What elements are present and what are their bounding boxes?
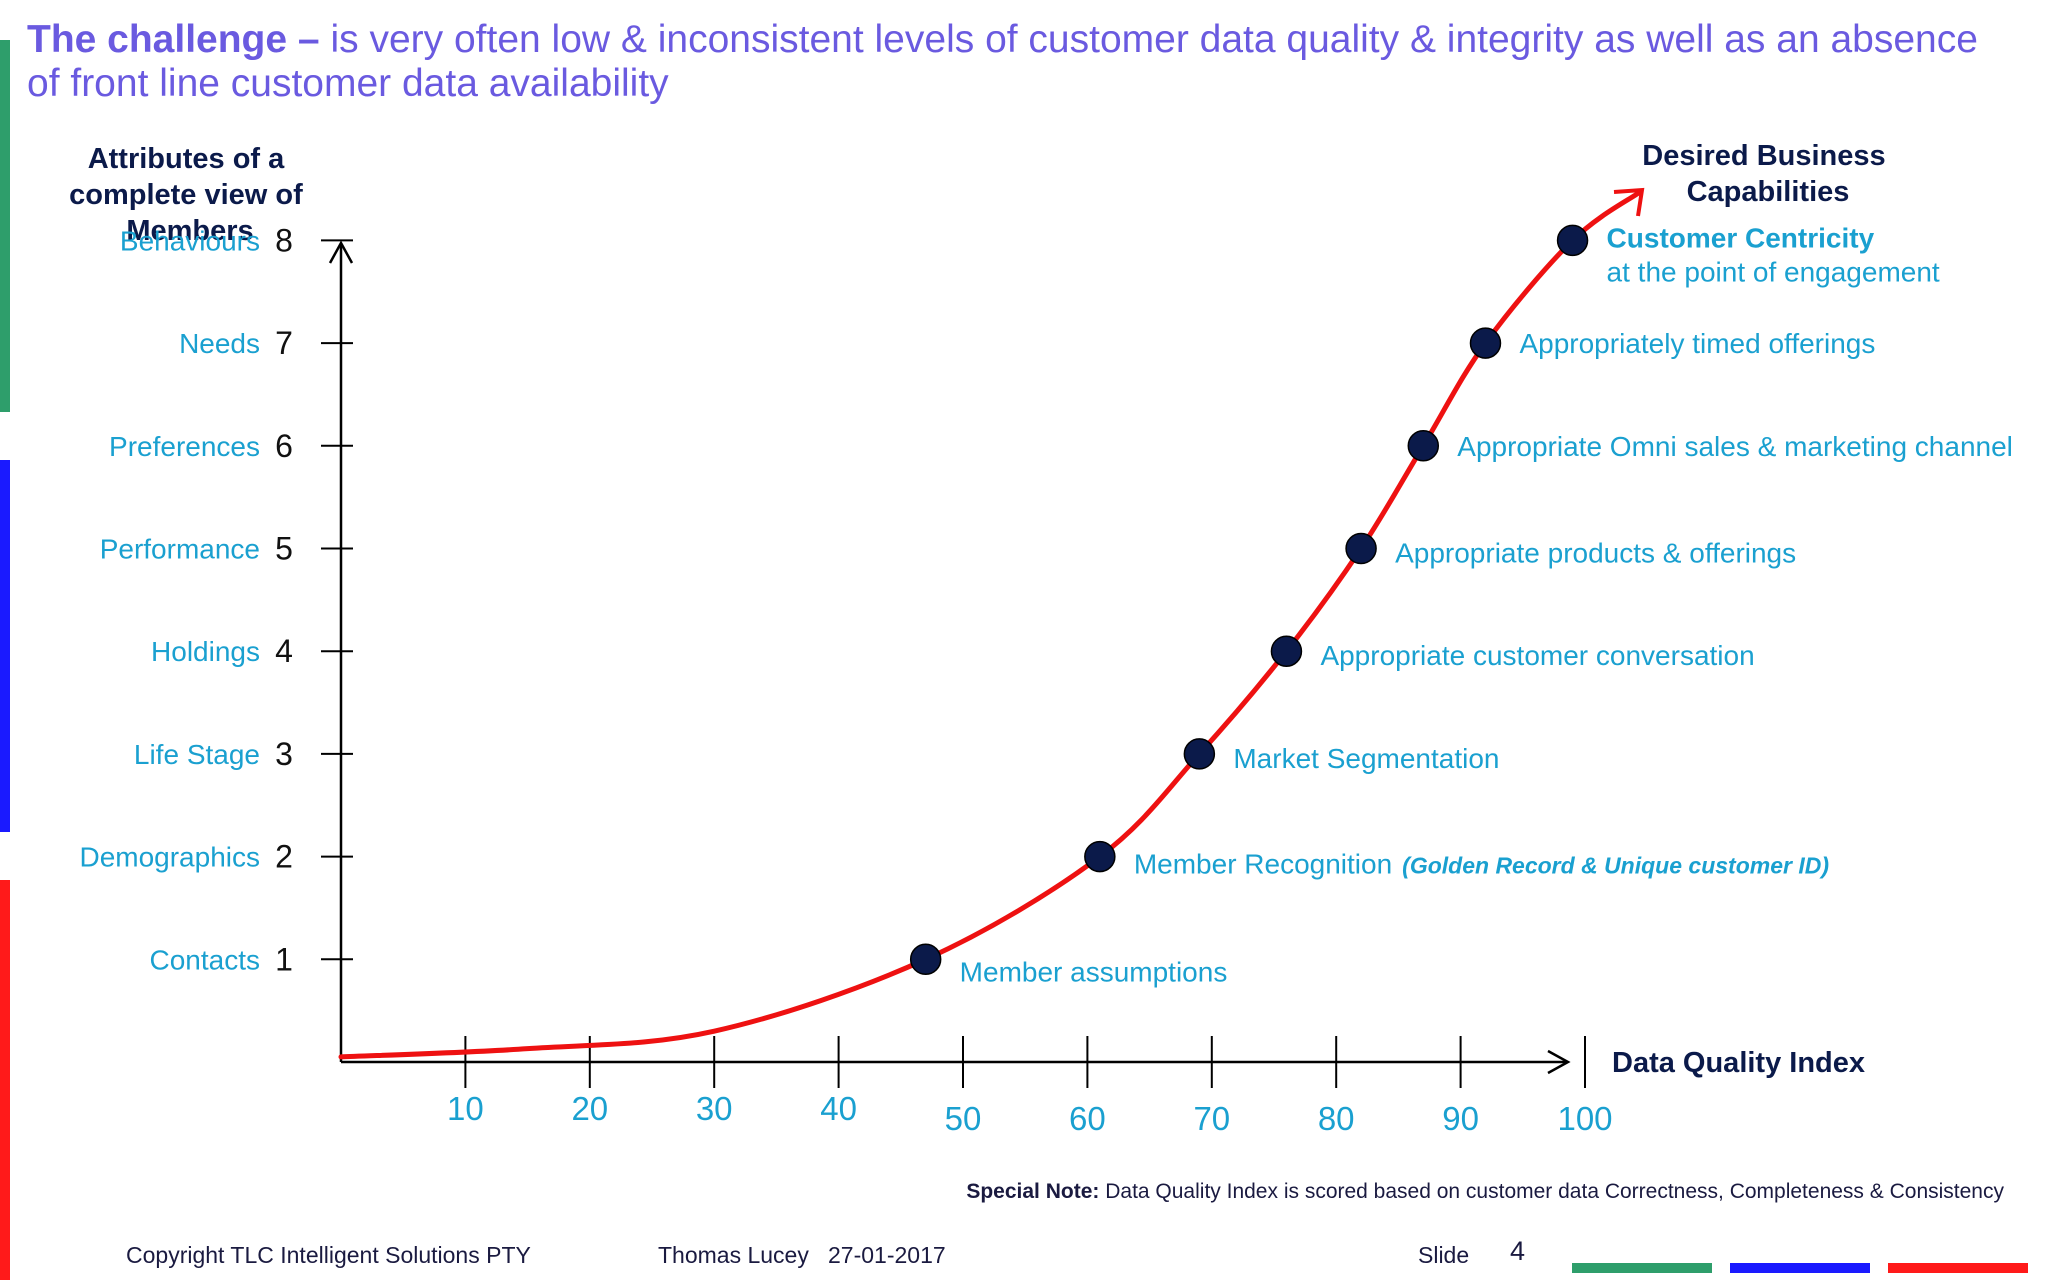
slide-title-text: is very often low & inconsistent levels … [27, 18, 1978, 105]
y-tick-name: Needs [179, 328, 260, 359]
point-label: Appropriate products & offerings [1395, 538, 1796, 569]
data-point [1556, 224, 1589, 257]
point-label: Appropriate Omni sales & marketing chann… [1457, 431, 2013, 462]
curve-arrow-head [1613, 187, 1645, 217]
ticks: 10 20 30 40 50 60 70 80 90 100 1 Contacts 2 Demograph… [79, 222, 1612, 1137]
y-tick-number: 6 [275, 428, 293, 464]
x-tick-label: 100 [1557, 1100, 1612, 1137]
data-point [1407, 430, 1440, 462]
axes [328, 240, 1571, 1075]
y-tick-name: Contacts [150, 944, 261, 975]
y-tick-number: 4 [275, 633, 293, 669]
footer-slide-label: Slide [1418, 1242, 1470, 1268]
y-tick-name: Demographics [79, 842, 260, 873]
y-tick-name: Behaviours [120, 225, 260, 256]
y-tick-number: 5 [275, 531, 293, 567]
footer-slide-number: 4 [1510, 1236, 1526, 1266]
y-tick-name: Life Stage [134, 739, 260, 770]
slide-title-lead: The challenge – [27, 18, 320, 61]
footer-author-date: Thomas Lucey 27-01-2017 [658, 1242, 946, 1268]
point-note: (Golden Record & Unique customer ID) [1402, 853, 1829, 879]
side-bar-green [0, 40, 10, 412]
x-tick-label: 30 [696, 1090, 733, 1127]
y-axis-title: Attributes of a complete view of Members [69, 143, 311, 247]
point-label: Market Segmentation [1233, 743, 1499, 774]
point-label: Member Recognition (Golden Record & Uniqu… [1134, 849, 1829, 880]
side-bar-red [0, 880, 10, 1280]
y-tick-number: 7 [275, 325, 293, 361]
y-tick-name: Performance [100, 534, 260, 565]
data-point [1345, 532, 1377, 565]
special-note-label: Special Note: [966, 1180, 1100, 1203]
quality-curve [338, 189, 1643, 1060]
x-axis-title: Data Quality Index [1612, 1047, 1865, 1079]
slide-title: The challenge – is very often low & inco… [27, 18, 1987, 106]
point-label: Customer Centricity [1607, 222, 1875, 253]
y-tick-number: 2 [275, 839, 293, 875]
side-bar-blue [0, 460, 10, 832]
y-tick-number: 1 [275, 941, 293, 977]
x-tick-label: 80 [1318, 1100, 1355, 1137]
data-point [1183, 738, 1216, 770]
y-tick-number: 3 [275, 736, 293, 772]
x-axis-arrow [1547, 1049, 1571, 1075]
y-axis-arrow [328, 240, 354, 264]
x-tick-label: 70 [1193, 1100, 1230, 1137]
curve [338, 187, 1645, 1060]
arrow-label: Desired Business Capabilities [1642, 140, 1893, 208]
x-tick-label: 50 [945, 1100, 982, 1137]
bottom-bar-red [1888, 1263, 2028, 1273]
y-tick-number: 8 [275, 222, 293, 258]
data-point [1469, 327, 1502, 359]
data-point [909, 943, 942, 976]
special-note-text: Data Quality Index is scored based on cu… [1099, 1180, 2004, 1203]
bottom-bar-green [1572, 1263, 1712, 1273]
y-tick-name: Holdings [151, 636, 260, 667]
x-tick-label: 90 [1442, 1100, 1479, 1137]
point-label: Appropriate customer conversation [1320, 640, 1754, 671]
points: Member assumptions Member Recognition (Gol… [909, 222, 2013, 987]
footer-copyright: Copyright TLC Intelligent Solutions PTY [126, 1242, 531, 1268]
point-sublabel: at the point of engagement [1607, 256, 1940, 287]
point-label: Appropriately timed offerings [1519, 328, 1875, 359]
x-tick-label: 20 [571, 1090, 608, 1127]
x-tick-label: 40 [820, 1090, 857, 1127]
x-tick-label: 60 [1069, 1100, 1106, 1137]
y-tick-name: Preferences [109, 431, 260, 462]
bottom-bar-blue [1730, 1263, 1870, 1273]
point-label: Member assumptions [960, 956, 1228, 987]
special-note: Special Note: Data Quality Index is scor… [966, 1180, 2004, 1204]
x-tick-label: 10 [447, 1090, 484, 1127]
data-point [1270, 635, 1303, 667]
data-point [1084, 840, 1116, 873]
